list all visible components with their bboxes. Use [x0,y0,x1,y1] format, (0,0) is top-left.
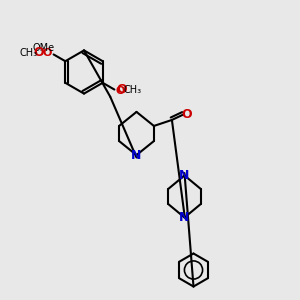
Text: CH₃: CH₃ [123,85,142,94]
Text: N: N [179,169,190,182]
Text: O: O [117,83,127,96]
Text: O: O [116,86,125,96]
Text: O: O [43,48,52,58]
Text: O: O [33,46,44,59]
Text: O: O [181,108,192,121]
Text: N: N [131,148,142,162]
Text: CH₃: CH₃ [19,48,37,58]
Text: OMe: OMe [32,43,54,53]
Text: N: N [179,211,190,224]
